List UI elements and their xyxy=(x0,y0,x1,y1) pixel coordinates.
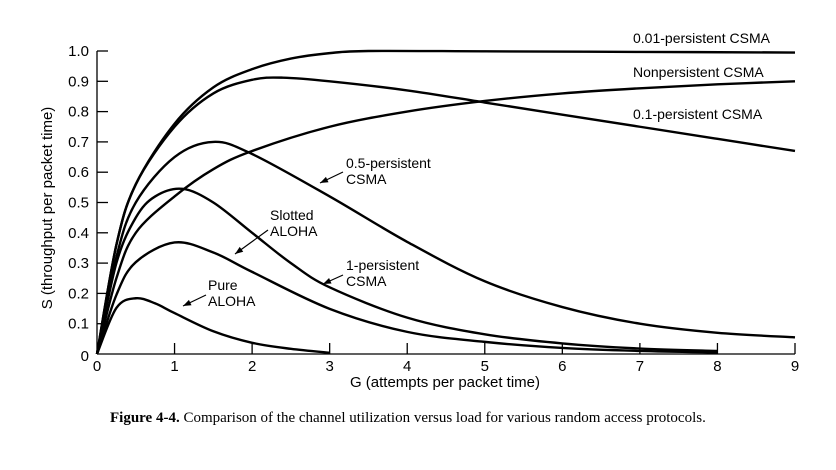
label-0.1-persistent: 0.1-persistent CSMA xyxy=(633,106,763,122)
x-axis-label: G (attempts per packet time) xyxy=(350,374,540,391)
arrow-head-icon xyxy=(323,277,332,284)
y-tick-label: 0.8 xyxy=(68,104,89,121)
series-line-0.5-persistent-csma xyxy=(95,140,796,355)
y-tick-label: 0.1 xyxy=(68,316,89,333)
arrow-head-icon xyxy=(320,176,329,183)
y-tick-label: 1.0 xyxy=(68,43,89,60)
arrow-head-icon xyxy=(183,299,192,306)
x-tick-label: 7 xyxy=(636,358,644,375)
x-tick-label: 9 xyxy=(791,358,799,375)
series-line-0.01-persistent-csma xyxy=(95,49,796,355)
label-line: 0.5-persistent xyxy=(346,155,431,171)
y-tick-label: 0 xyxy=(81,348,89,365)
chart: 0 1 2 3 4 5 6 7 8 9 0 0.1 0.2 0.3 0.4 0.5 0.6 0.7 0.8 0.9 1.… xyxy=(39,43,799,391)
arrow-head-icon xyxy=(235,246,244,254)
x-tick-label: 3 xyxy=(325,358,333,375)
label-0.01-persistent: 0.01-persistent CSMA xyxy=(633,30,770,46)
y-tick-label: 0.7 xyxy=(68,134,89,151)
caption-text: Comparison of the channel utilization ve… xyxy=(183,410,706,426)
label-line: ALOHA xyxy=(270,223,318,239)
series-line-1-persistent-csma xyxy=(95,187,718,355)
y-tick-label: 0.2 xyxy=(68,285,89,302)
y-tick-label: 0.6 xyxy=(68,164,89,181)
y-axis-label: S (throughput per packet time) xyxy=(39,107,56,310)
label-arrows xyxy=(182,171,344,307)
x-tick-label: 0 xyxy=(93,358,101,375)
series-line-slotted-aloha xyxy=(95,241,718,355)
y-tick-label: 0.4 xyxy=(68,225,89,242)
y-tick-label: 0.9 xyxy=(68,73,89,90)
label-nonpersistent: Nonpersistent CSMA xyxy=(633,64,764,80)
label-line: Pure xyxy=(208,277,238,293)
x-tick-label: 8 xyxy=(713,358,721,375)
label-0.5-persistent: 0.5-persistent CSMA xyxy=(346,155,431,187)
series-line-pure-aloha xyxy=(95,296,330,355)
label-1-persistent: 1-persistent CSMA xyxy=(346,257,419,289)
series-lines xyxy=(95,49,796,355)
x-tick-label: 6 xyxy=(558,358,566,375)
axes xyxy=(96,50,796,355)
x-tick-label: 2 xyxy=(248,358,256,375)
figure-caption: Figure 4-4. Comparison of the channel ut… xyxy=(110,408,750,428)
series-line-nonpersistent-csma xyxy=(95,80,796,355)
y-tick-label: 0.5 xyxy=(68,195,89,212)
y-tick-label: 0.3 xyxy=(68,255,89,272)
label-pure-aloha: Pure ALOHA xyxy=(208,277,255,309)
figure-number: Figure 4-4. xyxy=(110,410,180,426)
label-line: 1-persistent xyxy=(346,257,420,273)
label-line: CSMA xyxy=(346,273,387,289)
label-line: ALOHA xyxy=(208,293,256,309)
x-tick-label: 1 xyxy=(170,358,178,375)
x-tick-label: 5 xyxy=(481,358,489,375)
tick-labels: 0 1 2 3 4 5 6 7 8 9 0 0.1 0.2 0.3 0.4 0.5 0.6 0.7 0.8 0.9 1.… xyxy=(68,43,799,375)
label-line: CSMA xyxy=(346,171,387,187)
label-slotted-aloha: Slotted ALOHA xyxy=(270,207,317,239)
x-tick-label: 4 xyxy=(403,358,411,375)
label-line: Slotted xyxy=(270,207,314,223)
